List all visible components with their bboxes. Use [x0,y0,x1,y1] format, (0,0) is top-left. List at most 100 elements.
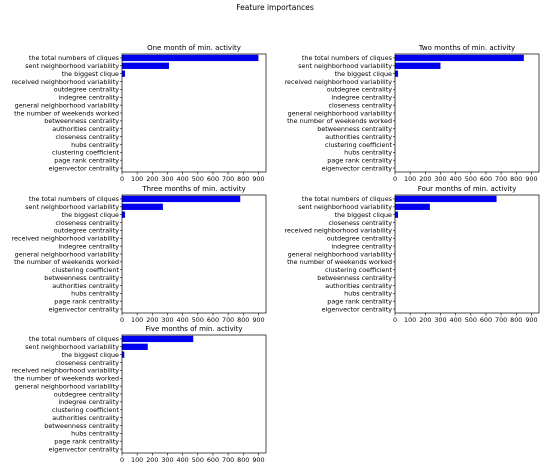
category-label: the biggest clique [62,70,119,78]
category-label: hubs centrality [344,290,392,298]
category-label: clustering coefficient [325,266,392,274]
x-tick-label: 700 [222,175,234,183]
category-label: eigenvector centrality [49,445,120,453]
category-label: sent neighborhood variability [25,343,119,351]
category-label: indegree centrality [58,398,119,406]
category-label: page rank centrality [54,298,119,306]
bar [122,62,169,69]
x-tick-label: 100 [131,316,143,324]
bar [122,195,241,203]
chart-panel-1: One month of min. activity the total numb… [12,44,267,183]
category-label: the number of weekends worked [287,258,392,266]
x-tick-label: 200 [146,456,158,464]
x-tick-label: 0 [120,456,124,464]
category-label: indegree centrality [331,94,392,102]
category-label: the biggest clique [335,211,392,219]
category-label: betweenness centrality [44,117,119,125]
x-tick-label: 100 [131,456,143,464]
x-tick-label: 300 [161,175,173,183]
category-label: hubs centrality [344,149,392,157]
category-label: received neighborhood variability [285,78,393,86]
category-label: the number of weekends worked [14,258,119,266]
x-tick-label: 300 [434,175,446,183]
bar [122,343,148,350]
x-tick-label: 400 [450,316,462,324]
bar [122,211,126,218]
category-label: outdegree centrality [54,86,119,94]
x-tick-label: 800 [237,456,249,464]
category-label: the total numbers of cliques [302,54,393,62]
chart-title: Five months of min. activity [145,325,242,333]
x-tick-label: 800 [237,175,249,183]
category-label: general neighborhood variability [15,382,120,390]
x-tick-label: 300 [161,456,173,464]
category-label: sent neighborhood variability [298,203,392,211]
category-label: the number of weekends worked [287,117,392,125]
chart-title: One month of min. activity [147,44,241,52]
category-label: clustering coefficient [52,266,119,274]
chart-panel-2: Two months of min. activity the total num… [285,44,540,183]
category-label: closeness centrality [55,359,119,367]
chart-title: Three months of min. activity [141,185,245,193]
x-tick-label: 900 [252,456,264,464]
category-label: the biggest clique [62,211,119,219]
category-label: closeness centrality [55,133,119,141]
axes-frame [121,334,267,454]
category-label: eigenvector centrality [322,305,393,313]
category-label: betweenness centrality [44,274,119,282]
bar [122,203,163,210]
category-label: eigenvector centrality [322,164,393,172]
x-tick-label: 500 [192,456,204,464]
axes-frame [394,53,540,173]
axes-frame [121,194,267,314]
category-label: eigenvector centrality [49,305,120,313]
category-label: betweenness centrality [317,274,392,282]
category-label: received neighborhood variability [12,367,120,375]
bar [395,70,399,77]
bar [122,70,126,77]
category-label: general neighborhood variability [15,250,120,258]
category-label: outdegree centrality [54,390,119,398]
x-tick-label: 800 [510,175,522,183]
category-label: received neighborhood variability [12,235,120,243]
category-label: indegree centrality [58,242,119,250]
category-label: the total numbers of cliques [29,54,120,62]
bar [122,54,259,62]
x-tick-label: 700 [495,316,507,324]
category-label: hubs centrality [71,141,119,149]
category-label: general neighborhood variability [288,250,393,258]
category-label: outdegree centrality [327,235,392,243]
figure-title: Feature importances [236,3,314,12]
x-tick-label: 400 [177,456,189,464]
x-tick-label: 400 [177,316,189,324]
x-tick-label: 600 [480,175,492,183]
x-tick-label: 200 [146,175,158,183]
x-tick-label: 100 [404,316,416,324]
category-label: received neighborhood variability [12,78,120,86]
category-label: indegree centrality [58,94,119,102]
x-tick-label: 400 [177,175,189,183]
category-label: page rank centrality [327,298,392,306]
category-label: betweenness centrality [44,422,119,430]
category-label: sent neighborhood variability [25,203,119,211]
category-label: page rank centrality [54,438,119,446]
category-label: closeness centrality [328,219,392,227]
chart-panel-3: Three months of min. activity the total n… [12,185,267,324]
bar [122,335,194,343]
bar [395,211,399,218]
x-tick-label: 200 [419,316,431,324]
category-label: clustering coefficient [52,406,119,414]
bar [395,203,430,210]
x-tick-label: 100 [131,175,143,183]
x-tick-label: 700 [222,456,234,464]
category-label: the total numbers of cliques [302,195,393,203]
x-tick-label: 500 [465,316,477,324]
category-label: authorities centrality [325,133,392,141]
axes-frame [394,194,540,314]
category-label: authorities centrality [52,414,119,422]
bar [122,351,125,358]
x-tick-label: 700 [495,175,507,183]
x-tick-label: 600 [480,316,492,324]
x-tick-label: 600 [207,175,219,183]
